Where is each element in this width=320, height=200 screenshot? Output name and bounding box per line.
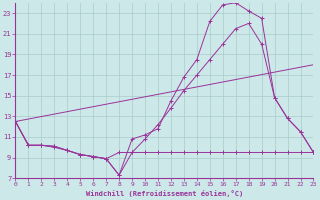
- X-axis label: Windchill (Refroidissement éolien,°C): Windchill (Refroidissement éolien,°C): [86, 190, 243, 197]
